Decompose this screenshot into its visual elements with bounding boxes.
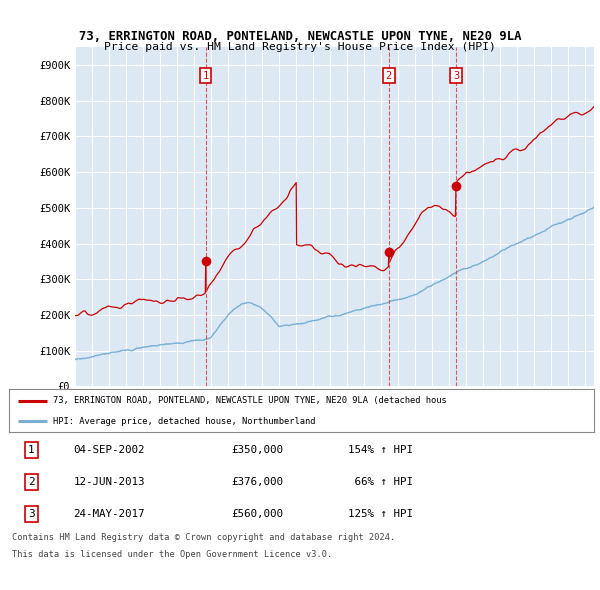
Text: 73, ERRINGTON ROAD, PONTELAND, NEWCASTLE UPON TYNE, NE20 9LA: 73, ERRINGTON ROAD, PONTELAND, NEWCASTLE… <box>79 30 521 44</box>
Text: £376,000: £376,000 <box>232 477 283 487</box>
Text: 12-JUN-2013: 12-JUN-2013 <box>73 477 145 487</box>
Text: 04-SEP-2002: 04-SEP-2002 <box>73 445 145 455</box>
Text: 2: 2 <box>386 71 392 81</box>
Text: 73, ERRINGTON ROAD, PONTELAND, NEWCASTLE UPON TYNE, NE20 9LA (detached hous: 73, ERRINGTON ROAD, PONTELAND, NEWCASTLE… <box>53 396 446 405</box>
Text: Price paid vs. HM Land Registry's House Price Index (HPI): Price paid vs. HM Land Registry's House … <box>104 42 496 51</box>
Text: This data is licensed under the Open Government Licence v3.0.: This data is licensed under the Open Gov… <box>12 550 332 559</box>
Text: 125% ↑ HPI: 125% ↑ HPI <box>348 509 413 519</box>
Text: HPI: Average price, detached house, Northumberland: HPI: Average price, detached house, Nort… <box>53 417 316 426</box>
Text: 24-MAY-2017: 24-MAY-2017 <box>73 509 145 519</box>
Text: 1: 1 <box>28 445 35 455</box>
Text: 3: 3 <box>28 509 35 519</box>
Text: 2: 2 <box>28 477 35 487</box>
Text: 154% ↑ HPI: 154% ↑ HPI <box>348 445 413 455</box>
Text: 3: 3 <box>453 71 459 81</box>
Text: 1: 1 <box>203 71 209 81</box>
Text: 66% ↑ HPI: 66% ↑ HPI <box>348 477 413 487</box>
Text: £350,000: £350,000 <box>232 445 283 455</box>
Text: Contains HM Land Registry data © Crown copyright and database right 2024.: Contains HM Land Registry data © Crown c… <box>12 533 395 542</box>
Text: £560,000: £560,000 <box>232 509 283 519</box>
